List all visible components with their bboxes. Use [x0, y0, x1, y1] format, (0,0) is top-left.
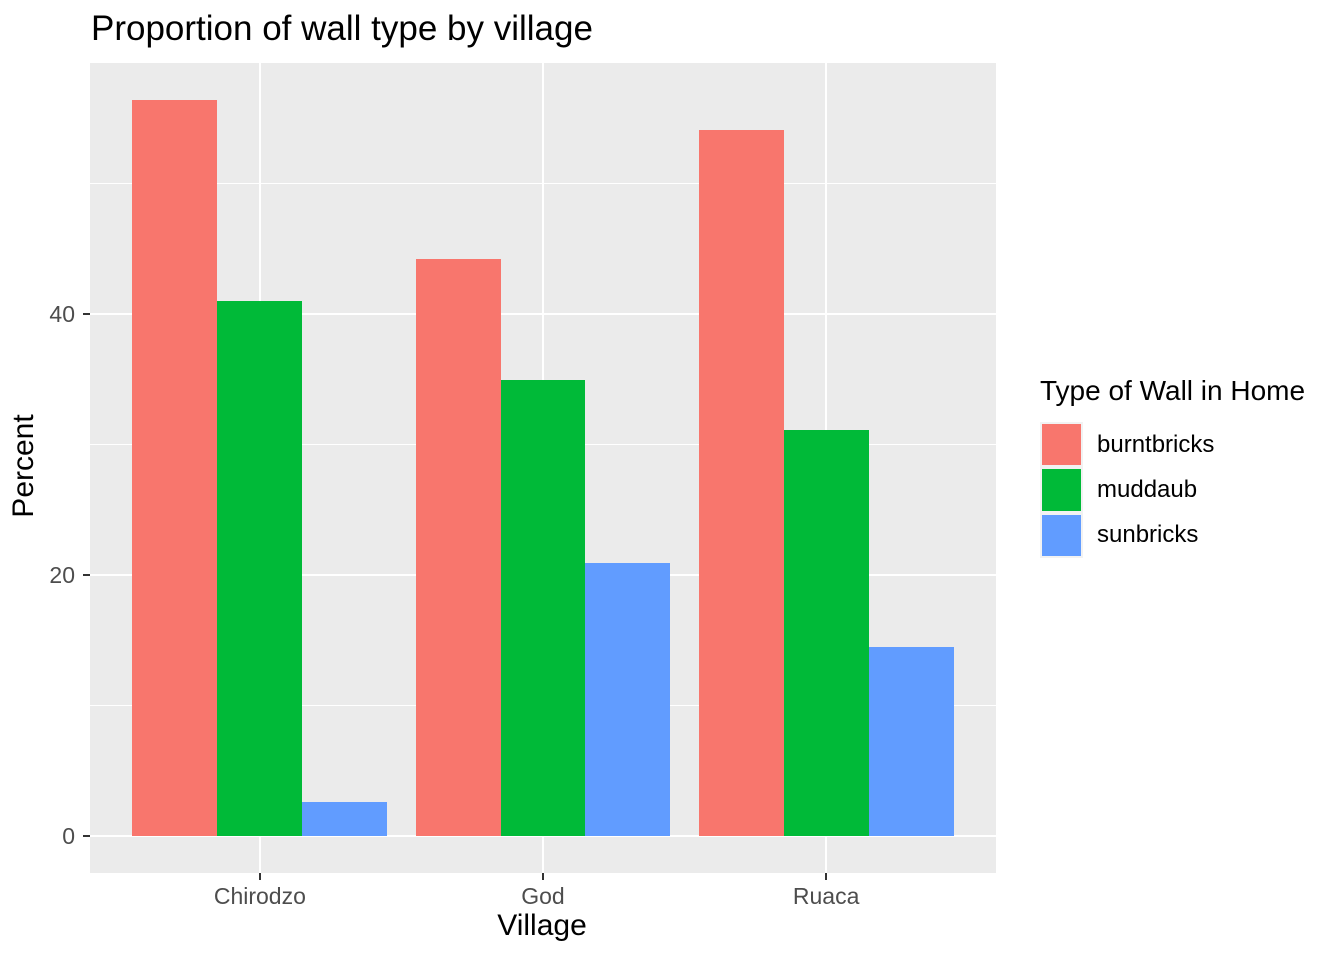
legend-label-sunbricks: sunbricks: [1097, 521, 1199, 549]
legend-label-muddaub: muddaub: [1097, 475, 1198, 503]
bar-muddaub-Ruaca: [783, 430, 869, 837]
legend-swatch-burntbricks: [1040, 422, 1083, 468]
x-tick-label: Chirodzo: [213, 883, 306, 909]
y-tick-label: 40: [49, 300, 75, 327]
bar-burntbricks-God: [415, 258, 501, 837]
legend-item-burntbricks: burntbricks: [1040, 422, 1305, 468]
legend-swatch-muddaub: [1040, 467, 1083, 513]
y-axis-tick: [83, 574, 90, 577]
y-tick-label: 0: [62, 823, 75, 850]
legend-title: Type of Wall in Home: [1040, 375, 1306, 406]
legend-swatch-sunbricks: [1040, 512, 1083, 558]
y-axis-tick: [83, 312, 90, 315]
legend-item-muddaub: muddaub: [1040, 467, 1305, 513]
x-axis-title: Village: [497, 909, 587, 942]
bar-burntbricks-Ruaca: [698, 129, 784, 837]
bar-sunbricks-Chirodzo: [302, 802, 388, 837]
x-tick-label: Ruaca: [792, 883, 860, 909]
y-axis-title: Percent: [7, 414, 40, 518]
bar-sunbricks-God: [585, 563, 671, 837]
x-tick-label: God: [521, 883, 565, 909]
x-axis-tick: [258, 873, 261, 880]
legend-item-sunbricks: sunbricks: [1040, 512, 1305, 558]
y-axis-tick: [83, 835, 90, 838]
gridline-major: [90, 312, 996, 315]
y-tick-label: 20: [49, 562, 75, 589]
chart-title: Proportion of wall type by village: [91, 9, 593, 48]
bar-burntbricks-Chirodzo: [132, 99, 218, 837]
x-axis-tick: [542, 873, 544, 880]
gridline-major: [90, 835, 996, 838]
bar-muddaub-Chirodzo: [217, 300, 303, 837]
bar-muddaub-God: [500, 380, 586, 837]
legend-label-burntbricks: burntbricks: [1097, 430, 1215, 458]
bar-sunbricks-Ruaca: [868, 646, 954, 837]
legend: Type of Wall in Home burntbricks muddaub…: [1040, 374, 1305, 558]
x-axis-tick: [825, 873, 828, 880]
